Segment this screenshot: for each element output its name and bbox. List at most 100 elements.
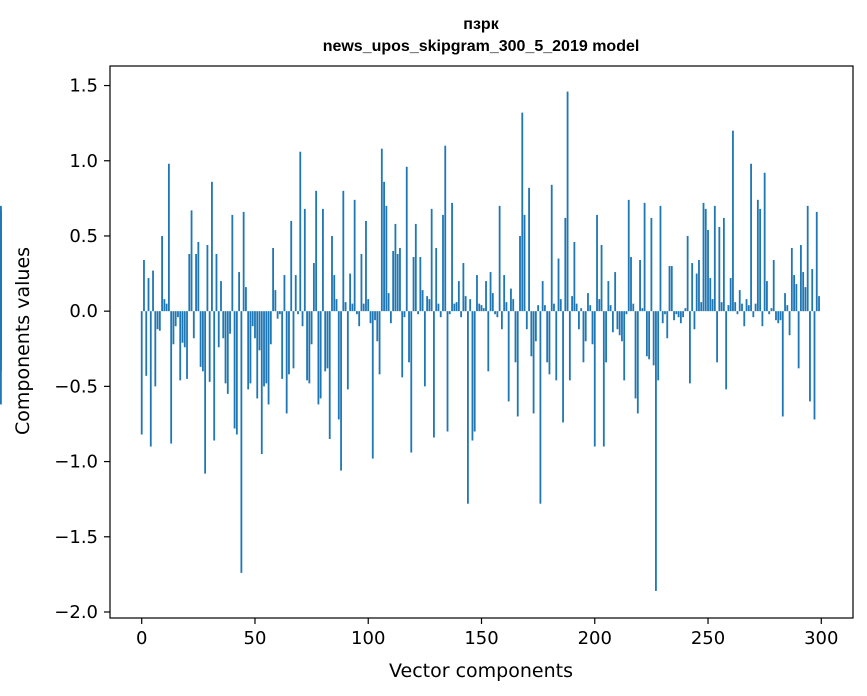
bar xyxy=(650,217,653,312)
bar xyxy=(530,311,533,357)
bar xyxy=(315,190,318,312)
bar xyxy=(743,311,746,327)
bar xyxy=(580,308,583,312)
bar xyxy=(174,311,177,327)
bar xyxy=(276,311,279,319)
bar xyxy=(0,205,2,312)
bar xyxy=(188,254,191,312)
bar xyxy=(451,202,453,312)
x-axis-label: Vector components xyxy=(389,660,573,682)
bar xyxy=(428,299,431,312)
bar xyxy=(285,311,288,414)
bar xyxy=(482,308,485,312)
bar xyxy=(693,311,696,330)
bar xyxy=(593,311,596,447)
bar xyxy=(614,272,617,312)
bar xyxy=(494,311,496,315)
bar xyxy=(713,205,716,312)
bar xyxy=(365,220,367,312)
bar xyxy=(319,311,322,399)
chart-title: пзрк xyxy=(463,16,499,33)
bar xyxy=(546,311,549,363)
bar xyxy=(802,272,805,312)
bar xyxy=(181,311,184,343)
bar xyxy=(756,199,759,312)
bar xyxy=(736,311,739,315)
bar xyxy=(256,311,259,399)
bar xyxy=(206,244,209,312)
bar xyxy=(818,296,820,312)
bar xyxy=(154,311,157,387)
y-tick-label: −1.0 xyxy=(54,452,98,473)
x-tick-label: 300 xyxy=(804,628,838,649)
bar xyxy=(380,148,383,312)
bar xyxy=(290,220,293,312)
bar xyxy=(265,311,268,384)
bar xyxy=(659,205,662,312)
bar xyxy=(199,311,202,367)
bar xyxy=(190,210,193,312)
x-tick-label: 200 xyxy=(578,628,612,649)
bar xyxy=(516,311,519,417)
bar xyxy=(245,287,247,312)
bar xyxy=(514,311,517,363)
bar xyxy=(360,254,363,312)
bar xyxy=(457,281,460,312)
bar xyxy=(242,211,245,312)
bar xyxy=(152,270,154,312)
bar xyxy=(763,172,766,312)
bar xyxy=(303,208,306,312)
bar xyxy=(752,311,755,318)
bar xyxy=(480,305,483,312)
bar xyxy=(351,303,354,312)
bar xyxy=(747,305,750,312)
bar xyxy=(274,290,277,312)
bar xyxy=(412,257,415,312)
bar xyxy=(487,311,490,372)
bar xyxy=(600,244,603,312)
bar xyxy=(664,311,666,315)
bar xyxy=(784,293,786,312)
bar xyxy=(657,311,660,381)
bar xyxy=(709,278,712,312)
bar xyxy=(140,311,143,435)
bar xyxy=(410,311,413,453)
bar xyxy=(793,275,796,312)
bar xyxy=(605,311,607,363)
bar xyxy=(627,199,630,312)
y-tick-label: 0.5 xyxy=(69,226,98,247)
bar xyxy=(811,269,814,312)
bar xyxy=(147,278,150,312)
bar xyxy=(469,299,472,312)
bar xyxy=(500,311,503,330)
bar xyxy=(233,311,236,429)
bar xyxy=(183,311,186,348)
bar xyxy=(235,311,238,435)
bar xyxy=(272,247,274,312)
bar xyxy=(331,235,333,312)
bar xyxy=(446,311,449,432)
bar xyxy=(682,311,685,318)
bar xyxy=(788,311,791,336)
bar xyxy=(419,257,422,312)
bar xyxy=(342,190,345,312)
bar xyxy=(371,311,374,459)
bar xyxy=(571,296,574,312)
bar xyxy=(158,311,161,331)
bar xyxy=(562,311,564,423)
x-tick-label: 50 xyxy=(244,628,267,649)
bar xyxy=(797,311,800,369)
bar xyxy=(741,303,743,312)
bar xyxy=(294,275,297,312)
bar xyxy=(550,184,553,312)
bar xyxy=(652,311,655,366)
bar xyxy=(324,311,327,372)
bar xyxy=(519,235,521,312)
bar xyxy=(421,290,424,312)
bar xyxy=(467,311,469,504)
bar xyxy=(453,303,456,312)
bar xyxy=(575,303,578,312)
bar xyxy=(598,299,601,312)
bar xyxy=(559,299,562,312)
y-tick-label: 0.0 xyxy=(69,301,98,322)
